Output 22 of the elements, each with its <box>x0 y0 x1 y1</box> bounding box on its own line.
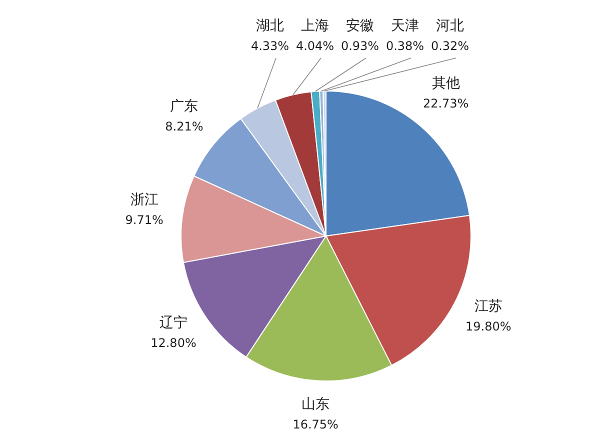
data-label: 4.33% <box>250 39 290 53</box>
slice-label: 辽宁 <box>159 315 188 332</box>
data-label: 19.80% <box>465 319 512 334</box>
slice-label: 上海 <box>301 18 329 34</box>
slice-label: 安徽 <box>346 18 374 34</box>
data-label: 12.80% <box>150 336 196 350</box>
data-label: 8.21% <box>165 119 204 134</box>
data-label: 22.73% <box>422 96 469 111</box>
slice-label: 山东 <box>302 396 330 413</box>
data-label: 0.38% <box>386 39 424 53</box>
slice-label: 河北 <box>436 18 464 34</box>
slice-label: 江苏 <box>474 298 502 314</box>
data-label: 16.75% <box>292 418 338 432</box>
data-label: 9.71% <box>125 212 164 227</box>
slice-label: 天津 <box>391 18 419 34</box>
slice-label: 湖北 <box>256 18 284 34</box>
data-label: 4.04% <box>296 39 334 53</box>
slice-label: 浙江 <box>130 192 158 208</box>
data-label: 0.32% <box>430 39 470 53</box>
data-label: 0.93% <box>340 39 380 53</box>
slice-label: 其他 <box>432 76 460 92</box>
slice-label: 广东 <box>170 98 198 114</box>
